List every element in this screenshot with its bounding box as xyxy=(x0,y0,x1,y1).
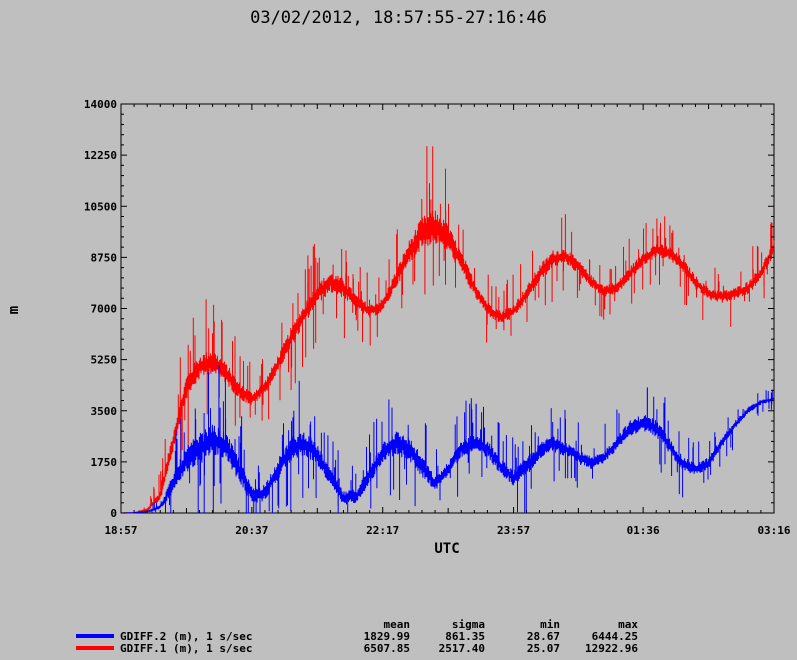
chart-title: 03/02/2012, 18:57:55-27:16:46 xyxy=(250,8,547,28)
stat-sigma-gdiff1: 2517.40 xyxy=(438,642,485,655)
legend-stats-table: mean sigma min max GDIFF.2 (m), 1 s/sec … xyxy=(0,618,797,655)
y-tick-label: 8750 xyxy=(91,251,118,264)
stat-min-gdiff1: 25.07 xyxy=(526,642,560,655)
series-spikes xyxy=(138,146,773,512)
y-tick-label: 7000 xyxy=(91,303,118,316)
series-layer xyxy=(121,146,775,514)
y-tick-label: 5250 xyxy=(91,354,118,367)
stat-mean-gdiff2: 1829.99 xyxy=(363,630,410,643)
legend-row-gdiff1: GDIFF.1 (m), 1 s/sec 6507.85 2517.40 25.… xyxy=(0,642,797,655)
series-gdiff1 xyxy=(121,146,775,514)
stats-header-sigma: sigma xyxy=(451,618,485,631)
chart-area: 0 1750 3500 5250 7000 8750 10500 12250 14000 18:5… xyxy=(6,98,791,557)
axis-layer: 0 1750 3500 5250 7000 8750 10500 12250 14000 18:5… xyxy=(84,98,791,537)
stat-mean-gdiff1: 6507.85 xyxy=(363,642,410,655)
x-tick-label: 01:36 xyxy=(627,524,660,537)
legend-swatch-gdiff1 xyxy=(76,646,114,650)
x-tick-label: 03:16 xyxy=(757,524,790,537)
y-tick-label: 14000 xyxy=(84,98,117,111)
legend-label-gdiff2: GDIFF.2 (m), 1 s/sec xyxy=(120,630,253,643)
series-spikes xyxy=(137,365,773,513)
stats-header: mean sigma min max xyxy=(0,618,797,631)
x-tick-label: 18:57 xyxy=(104,524,137,537)
stats-header-mean: mean xyxy=(383,618,411,631)
series-trace xyxy=(121,210,775,514)
stat-max-gdiff1: 12922.96 xyxy=(585,642,638,655)
x-tick-label: 22:17 xyxy=(366,524,399,537)
y-axis-label: m xyxy=(6,306,22,314)
stats-header-max: max xyxy=(618,618,638,631)
y-tick-label: 12250 xyxy=(84,149,117,162)
stats-header-min: min xyxy=(540,618,560,631)
y-tick-label: 0 xyxy=(110,507,117,520)
stat-max-gdiff2: 6444.25 xyxy=(591,630,638,643)
stat-min-gdiff2: 28.67 xyxy=(526,630,560,643)
legend-swatch-gdiff2 xyxy=(76,634,114,638)
x-tick-label: 23:57 xyxy=(497,524,530,537)
legend-label-gdiff1: GDIFF.1 (m), 1 s/sec xyxy=(120,642,253,655)
y-tick-label: 10500 xyxy=(84,200,117,213)
x-tick-label: 20:37 xyxy=(235,524,268,537)
stat-sigma-gdiff2: 861.35 xyxy=(445,630,485,643)
plot-frame xyxy=(120,103,775,514)
y-tick-label: 1750 xyxy=(91,456,118,469)
y-tick-label: 3500 xyxy=(91,405,118,418)
legend-row-gdiff2: GDIFF.2 (m), 1 s/sec 1829.99 861.35 28.6… xyxy=(0,630,797,643)
x-axis-label: UTC xyxy=(434,541,459,557)
series-gdiff2 xyxy=(121,365,775,514)
